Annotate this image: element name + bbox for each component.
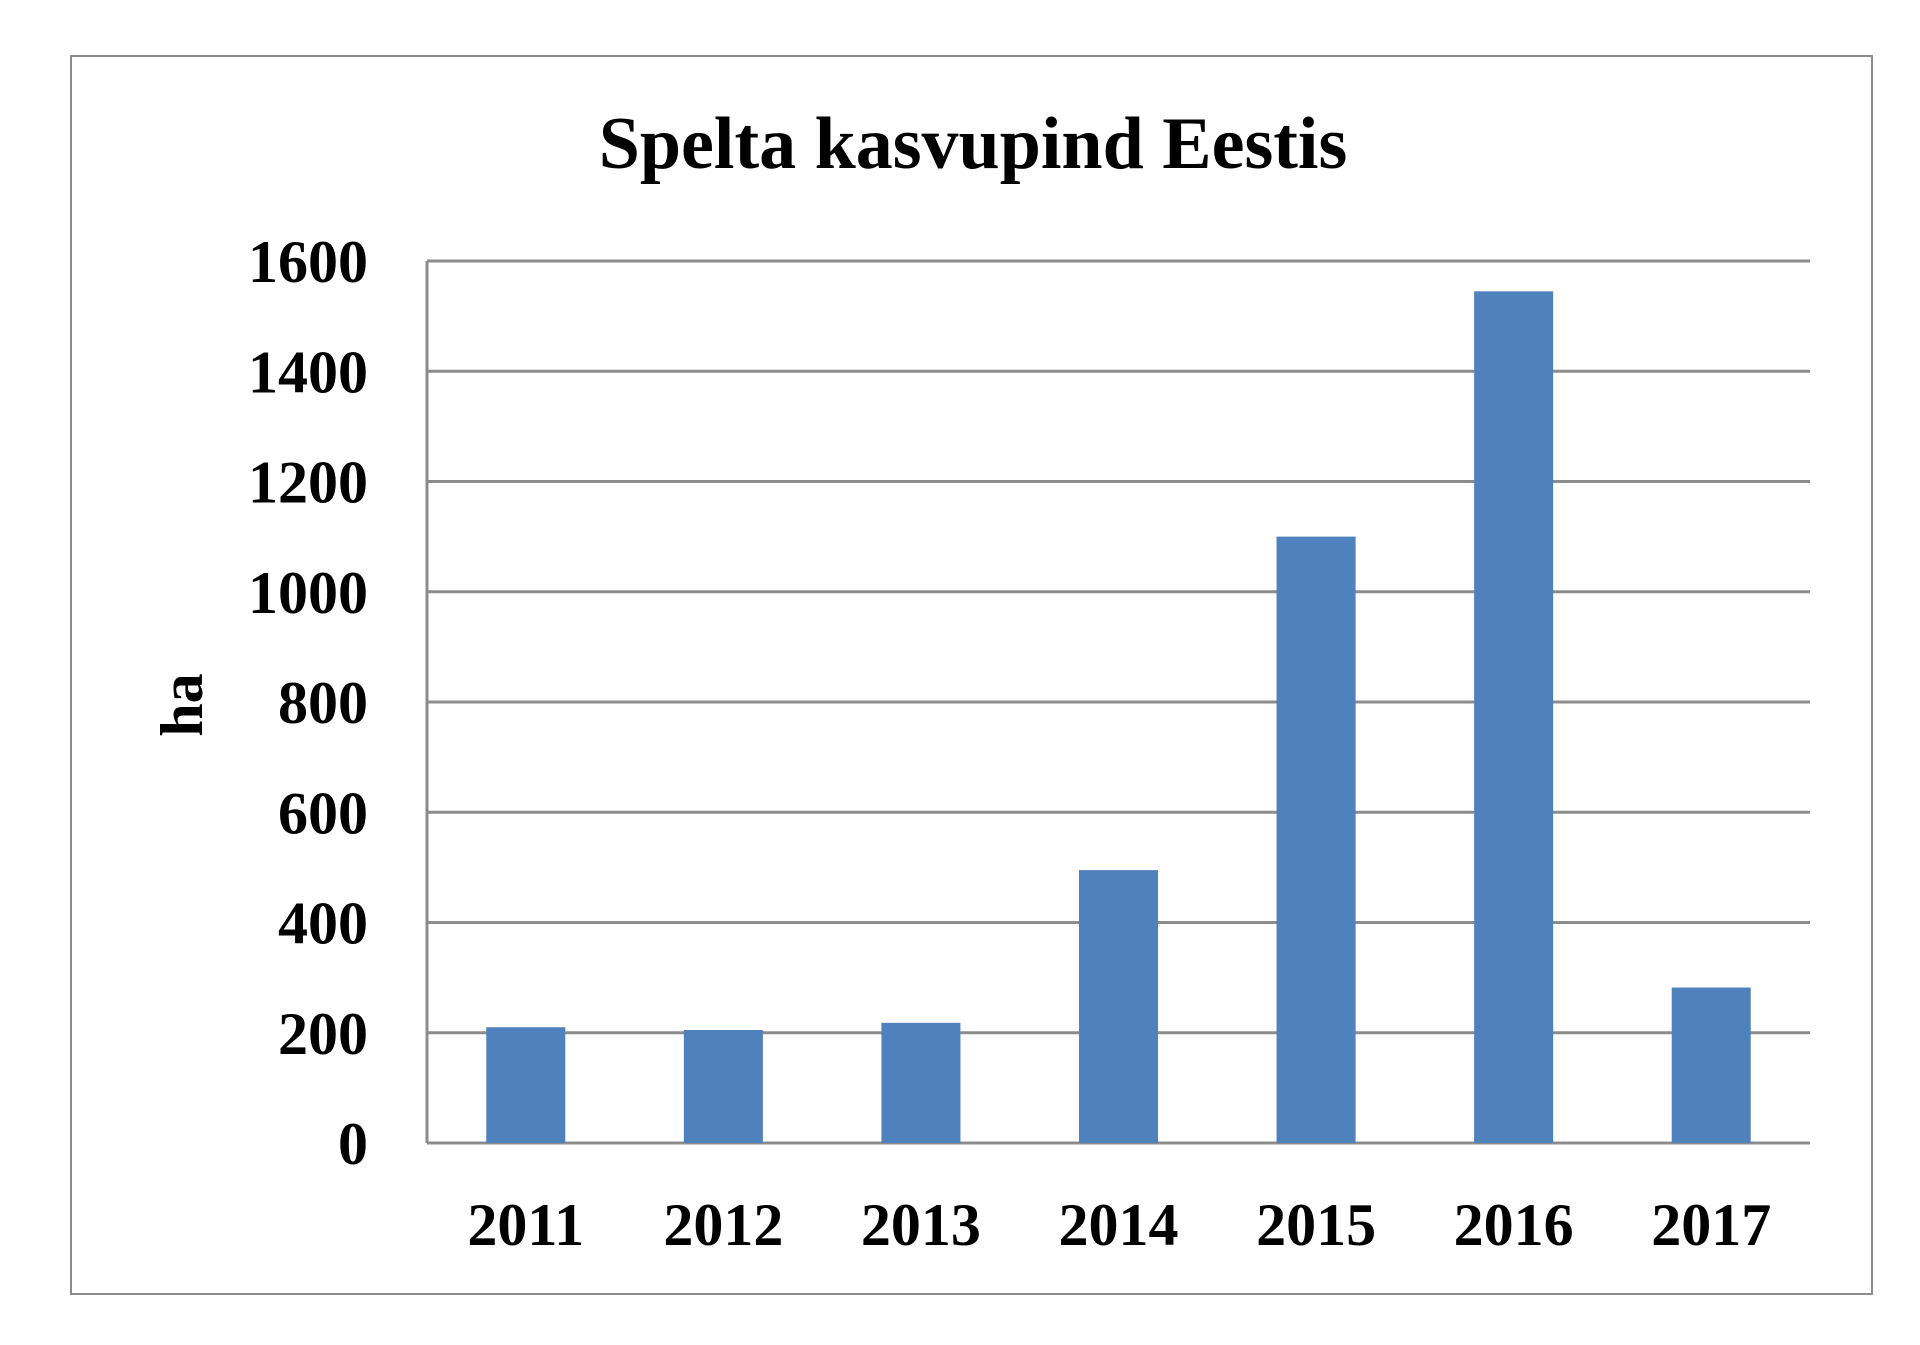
y-tick-label: 600 xyxy=(278,780,368,846)
y-tick-label: 400 xyxy=(278,891,368,957)
y-axis-ticks: 0 200 400 600 800 1000 1200 1400 1600 xyxy=(248,229,368,1177)
bar-2011 xyxy=(486,1027,566,1143)
bar-2017 xyxy=(1671,987,1751,1143)
bar-2012 xyxy=(683,1029,763,1143)
chart-title: Spelta kasvupind Eestis xyxy=(599,103,1348,185)
bar-2014 xyxy=(1078,870,1159,1143)
x-axis-ticks: 2011 2012 2013 2014 2015 2016 2017 xyxy=(467,1192,1771,1258)
y-tick-label: 1600 xyxy=(248,229,368,295)
x-tick-label: 2011 xyxy=(467,1192,584,1258)
y-tick-label: 1000 xyxy=(248,560,368,626)
x-tick-label: 2015 xyxy=(1256,1192,1376,1258)
x-tick-label: 2013 xyxy=(861,1192,981,1258)
bar-2016 xyxy=(1474,291,1554,1144)
bar-2015 xyxy=(1276,536,1356,1143)
y-tick-label: 1200 xyxy=(248,450,368,516)
x-tick-label: 2012 xyxy=(663,1192,783,1258)
y-tick-label: 800 xyxy=(278,670,368,736)
y-axis-label: ha xyxy=(149,673,215,736)
y-tick-label: 200 xyxy=(278,1001,368,1067)
x-tick-label: 2016 xyxy=(1454,1192,1574,1258)
x-tick-label: 2014 xyxy=(1059,1192,1179,1258)
y-tick-label: 1400 xyxy=(248,339,368,405)
x-tick-label: 2017 xyxy=(1651,1192,1771,1258)
gridlines xyxy=(425,259,1810,1145)
bar-2013 xyxy=(881,1022,961,1143)
y-tick-label: 0 xyxy=(338,1111,368,1177)
bars xyxy=(486,291,1751,1144)
